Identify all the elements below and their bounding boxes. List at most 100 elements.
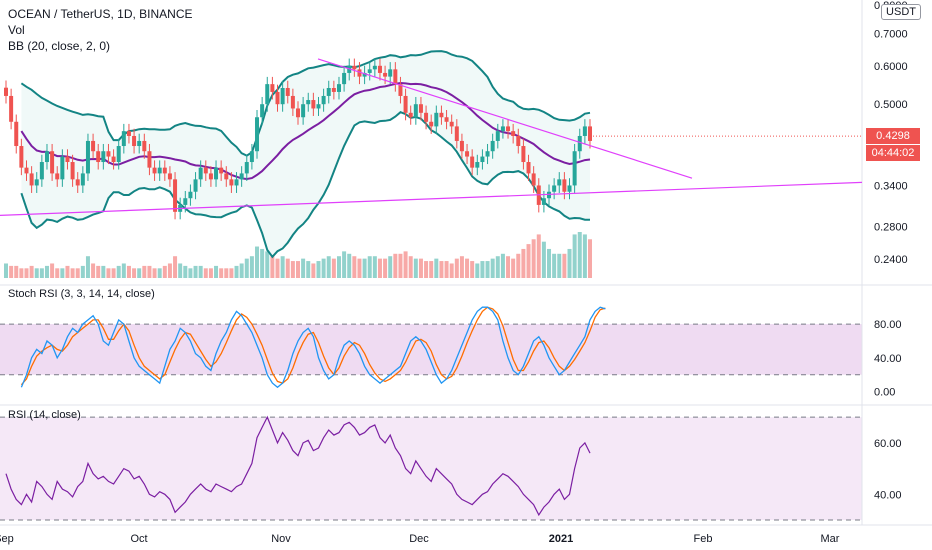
volume-bar	[465, 258, 470, 278]
time-tick-label: 2021	[549, 533, 573, 545]
candle-body	[562, 179, 567, 192]
symbol-title[interactable]: OCEAN / TetherUS, 1D, BINANCE	[8, 7, 193, 21]
candle-body	[121, 131, 126, 147]
candle-body	[541, 198, 546, 205]
candle-body	[296, 108, 300, 118]
candle-body	[285, 87, 290, 96]
volume-bar	[449, 263, 454, 278]
volume-bar	[24, 268, 29, 278]
candle-body	[106, 151, 111, 157]
volume-bar	[536, 234, 541, 278]
candle-body	[75, 179, 80, 186]
volume-bar	[316, 261, 321, 278]
candle-body	[85, 140, 90, 174]
rsi-legend[interactable]: RSI (14, close)	[8, 409, 81, 421]
volume-bar	[352, 256, 357, 278]
candle-body	[495, 131, 500, 141]
candle-body	[280, 87, 285, 105]
candle-body	[275, 91, 280, 105]
volume-bar	[393, 253, 398, 278]
stoch-tick-label: 0.00	[874, 387, 895, 399]
candle-body	[116, 146, 121, 163]
candle-body	[582, 126, 587, 136]
candle-body	[147, 151, 152, 168]
volume-bar	[219, 268, 224, 278]
candle-body	[239, 173, 244, 180]
candle-body	[470, 156, 475, 168]
candle-body	[331, 87, 336, 92]
candle-body	[193, 179, 198, 192]
volume-bar	[418, 258, 423, 278]
volume-bar	[208, 268, 213, 278]
volume-bar	[162, 265, 167, 278]
candle-body	[306, 100, 311, 105]
volume-bar	[14, 265, 19, 278]
volume-bar	[383, 258, 388, 278]
volume-bar	[582, 234, 587, 278]
candle-body	[449, 121, 454, 127]
volume-bar	[280, 256, 285, 278]
volume-bar	[214, 265, 219, 278]
candle-body	[167, 173, 172, 180]
rsi-line	[5, 415, 591, 517]
candle-body	[203, 167, 208, 174]
candle-body	[342, 72, 347, 85]
candle-body	[377, 65, 382, 73]
candle-body	[188, 191, 193, 199]
volume-bar	[126, 265, 131, 278]
volume-bar	[116, 265, 121, 278]
volume-bar	[588, 239, 592, 278]
candle-body	[454, 126, 459, 141]
volume-legend[interactable]: Vol	[8, 23, 25, 37]
candle-body	[383, 72, 388, 77]
volume-bar	[347, 253, 352, 278]
volume-bar	[70, 268, 75, 278]
volume-bar	[147, 265, 152, 278]
stoch-rsi-legend[interactable]: Stoch RSI (3, 3, 14, 14, close)	[8, 288, 155, 300]
volume-bar	[198, 265, 203, 278]
volume-bar	[506, 256, 511, 278]
volume-bar	[203, 268, 208, 278]
trend-lines[interactable]	[0, 58, 863, 216]
volume-bar	[91, 263, 96, 278]
volume-bar	[239, 263, 244, 278]
stoch-tick-label: 80.00	[874, 319, 902, 331]
last-price-tag: 0.4298	[866, 128, 920, 145]
volume-bar	[577, 232, 582, 278]
volume-bar	[178, 263, 183, 278]
price-tick-label: 0.2800	[874, 221, 908, 233]
volume-bar	[367, 256, 372, 278]
volume-bar	[270, 256, 275, 278]
currency-badge[interactable]: USDT	[881, 4, 921, 20]
candle-body	[137, 140, 142, 147]
candle-body	[214, 167, 219, 180]
volume-bar	[132, 268, 137, 278]
candle-body	[572, 151, 577, 186]
candle-body	[526, 162, 531, 174]
candle-body	[321, 95, 326, 105]
volume-bar	[485, 261, 490, 278]
volume-bar	[183, 265, 188, 278]
volume-bar	[55, 268, 60, 278]
volume-bar	[173, 256, 178, 278]
candle-body	[413, 104, 418, 118]
candle-body	[55, 173, 60, 180]
volume-bar	[85, 256, 90, 278]
candle-body	[547, 191, 552, 199]
bb-fill	[21, 51, 590, 257]
candle-body	[577, 135, 582, 152]
candle-body	[418, 104, 423, 113]
candle-body	[567, 185, 572, 192]
volume-bar	[562, 253, 567, 278]
volume-bar	[65, 265, 70, 278]
candle-body	[485, 151, 490, 157]
bollinger-legend[interactable]: BB (20, close, 2, 0)	[8, 39, 111, 53]
candle-body	[14, 121, 19, 147]
volume-bar	[413, 258, 418, 278]
candle-body	[336, 84, 341, 92]
candle-body	[311, 100, 316, 109]
candle-body	[362, 72, 367, 77]
support-trendline	[0, 181, 863, 216]
volume-bar	[255, 246, 260, 278]
